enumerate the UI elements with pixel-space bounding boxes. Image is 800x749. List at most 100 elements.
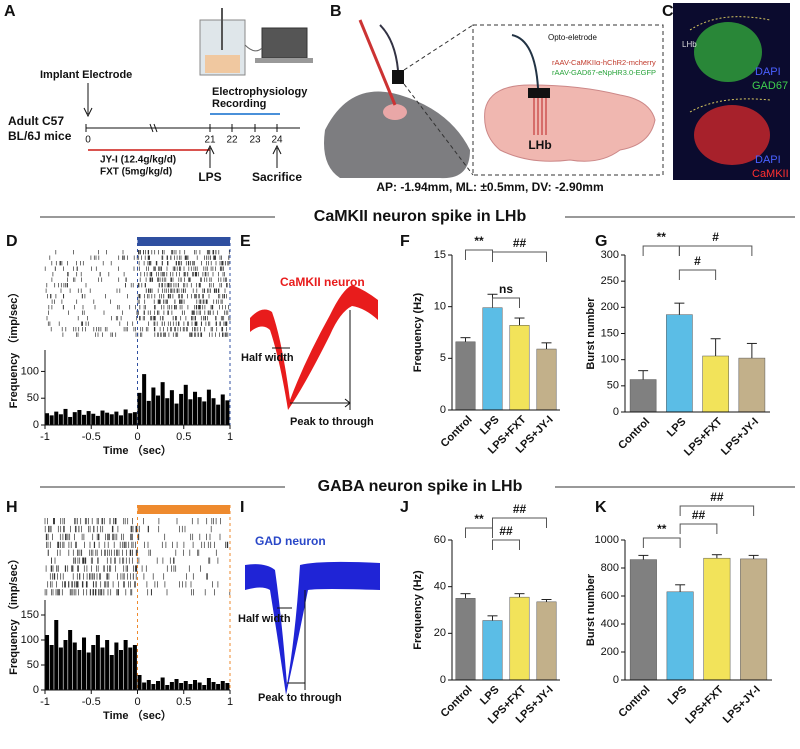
histogram-bar bbox=[45, 413, 50, 425]
histogram-bar bbox=[63, 640, 68, 690]
histogram-bar bbox=[160, 677, 165, 690]
histogram-bar bbox=[105, 640, 110, 690]
raster-row bbox=[45, 533, 221, 541]
histogram-bar bbox=[169, 390, 174, 425]
x-tick-label: LPS bbox=[478, 414, 502, 438]
virus-label: rAAV-CaMKIIα-hChR2-mcherry bbox=[552, 58, 656, 67]
bar bbox=[482, 307, 503, 411]
y-tick-label: 100 bbox=[601, 354, 619, 366]
y-tick-label: 800 bbox=[601, 562, 619, 574]
fiber bbox=[511, 34, 539, 89]
histogram-bar bbox=[174, 679, 179, 690]
histogram-bar bbox=[188, 399, 193, 425]
raster-row bbox=[49, 573, 208, 580]
stain-label: GAD67 bbox=[752, 80, 788, 92]
bar bbox=[703, 557, 731, 681]
histogram-bar bbox=[146, 400, 151, 425]
waveform bbox=[250, 285, 378, 410]
laptop-base bbox=[255, 58, 313, 63]
histogram-bar bbox=[45, 635, 50, 690]
panel-label: K bbox=[595, 499, 607, 516]
sacrifice-label: Sacrifice bbox=[252, 170, 302, 184]
histogram-bar bbox=[146, 680, 151, 690]
histogram-bar bbox=[211, 398, 216, 425]
day-label: 24 bbox=[271, 135, 283, 146]
x-tick-label: 0.5 bbox=[176, 696, 191, 708]
raster-row bbox=[44, 589, 231, 596]
significance-label: ** bbox=[474, 234, 484, 248]
histogram-bar bbox=[193, 680, 198, 690]
significance-bracket bbox=[678, 245, 753, 256]
x-tick-label: Control bbox=[616, 684, 652, 720]
section-title: GABA neuron spike in LHb bbox=[318, 478, 523, 495]
camkii-signal bbox=[694, 105, 770, 165]
histogram-bar bbox=[197, 682, 202, 690]
bar bbox=[509, 325, 530, 411]
arrow bbox=[272, 144, 282, 168]
mouse-head bbox=[324, 91, 470, 179]
raster-row bbox=[52, 272, 225, 277]
y-axis-label: Frequency （imp/sec） bbox=[7, 553, 20, 675]
y-tick-label: 250 bbox=[601, 275, 619, 287]
raster-row bbox=[46, 316, 231, 321]
y-tick-label: 300 bbox=[601, 249, 619, 261]
laptop-screen bbox=[261, 27, 308, 59]
x-tick-label: 0.5 bbox=[176, 431, 191, 443]
histogram-bar bbox=[54, 620, 59, 690]
histogram-bar bbox=[183, 384, 188, 425]
electrode-head bbox=[392, 70, 404, 84]
panel-label: E bbox=[240, 233, 251, 250]
histogram-bar bbox=[128, 413, 133, 425]
y-tick-label: 0 bbox=[613, 674, 619, 686]
y-tick-label: 50 bbox=[607, 380, 619, 392]
histogram-bar bbox=[109, 655, 114, 690]
x-axis-label: Time （sec） bbox=[103, 444, 172, 457]
histogram-bar bbox=[54, 411, 59, 425]
significance-bracket bbox=[465, 527, 493, 538]
x-tick-label: 1 bbox=[227, 696, 233, 708]
panel-label: G bbox=[595, 233, 607, 250]
stain-label: DAPI bbox=[755, 66, 781, 78]
virus-label: rAAV-GAD67-eNpHR3.0-EGFP bbox=[552, 68, 656, 77]
raster-row bbox=[45, 288, 226, 293]
histogram-bar bbox=[63, 408, 68, 425]
histogram-bar bbox=[100, 410, 105, 425]
peak-label: Peak to through bbox=[258, 692, 342, 704]
x-tick-label: LPS bbox=[666, 684, 690, 708]
electrode-head bbox=[528, 88, 550, 98]
drug-label: FXT (5mg/kg/d) bbox=[100, 167, 172, 178]
x-axis-label: Time （sec） bbox=[103, 709, 172, 722]
significance-label: ## bbox=[513, 236, 527, 250]
histogram-bar bbox=[188, 684, 193, 690]
panel-label: I bbox=[240, 499, 244, 516]
significance-label: ** bbox=[474, 512, 484, 526]
y-tick-label: 100 bbox=[21, 634, 39, 646]
y-tick-label: 0 bbox=[440, 674, 446, 686]
significance-bracket bbox=[492, 297, 520, 308]
histogram-bar bbox=[82, 414, 87, 425]
raster-row bbox=[51, 261, 230, 266]
raster-row bbox=[47, 581, 219, 588]
zoom-box bbox=[472, 24, 664, 176]
mice-label: BL/6J mice bbox=[8, 129, 72, 143]
histogram-bar bbox=[142, 374, 147, 425]
histogram-bar bbox=[202, 401, 207, 425]
half-width-label: Half width bbox=[238, 613, 291, 625]
stimulus-bar bbox=[137, 505, 230, 514]
y-tick-label: 200 bbox=[601, 646, 619, 658]
y-tick-label: 0 bbox=[440, 404, 446, 416]
panel-c: LHb DAPI GAD67 DAPI CaMKII bbox=[673, 3, 790, 180]
bar bbox=[455, 598, 476, 681]
histogram-bar bbox=[197, 397, 202, 425]
implant-label: Implant Electrode bbox=[40, 69, 132, 81]
marker bbox=[277, 590, 306, 690]
panel-label: A bbox=[4, 3, 16, 20]
histogram-bar bbox=[119, 415, 124, 425]
histogram-bar bbox=[151, 684, 156, 690]
histogram-bar bbox=[114, 411, 119, 425]
coordinates: AP: -1.94mm, ML: ±0.5mm, DV: -2.90mm bbox=[376, 180, 603, 194]
raster-row bbox=[47, 549, 217, 556]
histogram-bar bbox=[58, 647, 63, 690]
raster-row bbox=[48, 310, 229, 315]
panel-label: B bbox=[330, 3, 342, 20]
